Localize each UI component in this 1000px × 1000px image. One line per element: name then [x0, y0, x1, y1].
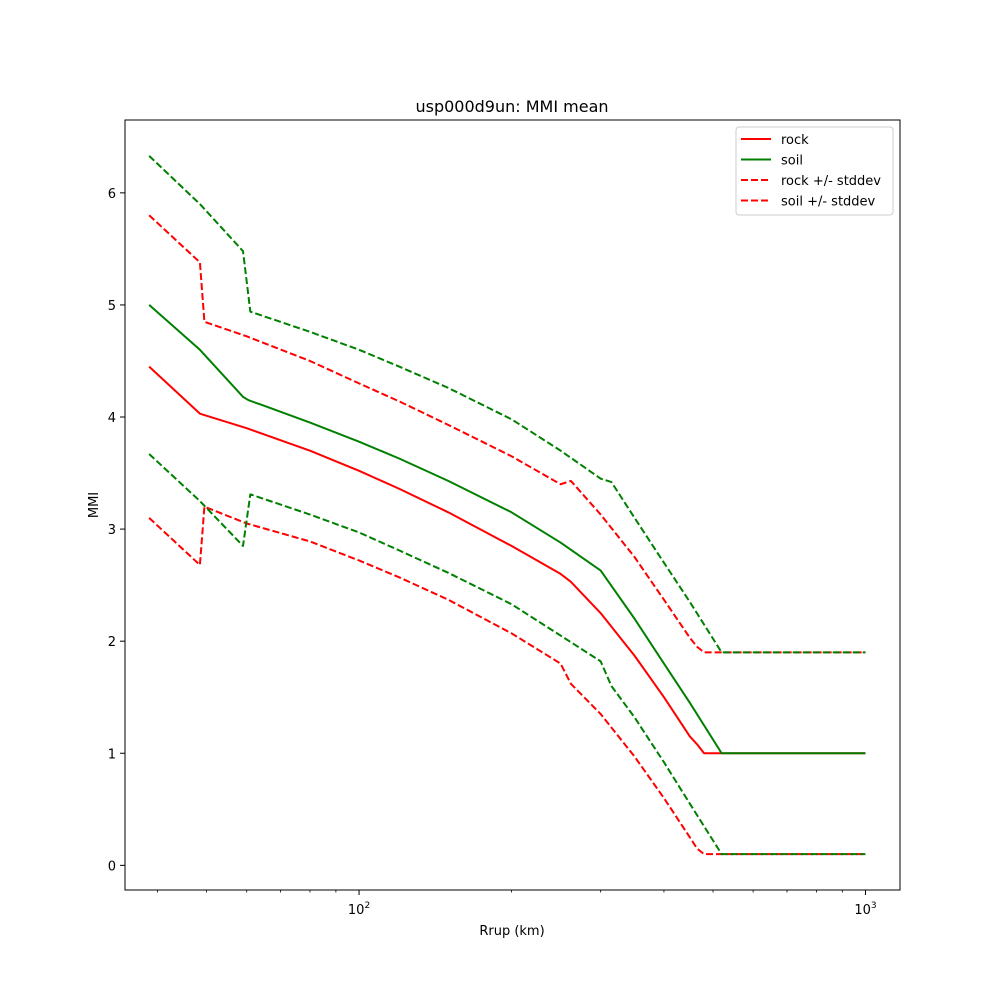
legend-label-1: soil: [781, 154, 803, 169]
series-line-5: [148, 453, 866, 856]
x-tick-label: 103: [854, 901, 876, 918]
y-tick-label: 5: [108, 299, 116, 314]
y-tick-label: 3: [108, 523, 116, 538]
plot-frame: [124, 119, 901, 891]
series-line-3: [148, 505, 866, 856]
y-axis-label: MMI: [87, 492, 102, 518]
series-line-2: [148, 214, 866, 654]
axes: 0 1 2 3 4 5 6 102 103: [108, 187, 877, 918]
legend-box: [735, 126, 894, 216]
series-line-4: [148, 155, 866, 654]
plot-area: [148, 155, 866, 856]
legend-label-0: rock: [781, 133, 809, 148]
y-tick-label: 2: [108, 635, 116, 650]
y-tick-label: 0: [108, 859, 116, 874]
y-tick-label: 4: [108, 411, 116, 426]
legend-label-3: soil +/- stddev: [781, 195, 876, 210]
x-tick-label: 102: [348, 901, 370, 918]
series-line-0: [148, 365, 866, 755]
series-line-1: [148, 304, 866, 755]
y-tick-label: 6: [108, 187, 116, 202]
legend: rock soil rock +/- stddev soil +/- stddev: [735, 126, 894, 216]
chart-title: usp000d9un: MMI mean: [415, 97, 608, 116]
legend-label-2: rock +/- stddev: [781, 174, 881, 189]
y-tick-label: 1: [108, 747, 116, 762]
x-axis-label: Rrup (km): [479, 924, 544, 939]
